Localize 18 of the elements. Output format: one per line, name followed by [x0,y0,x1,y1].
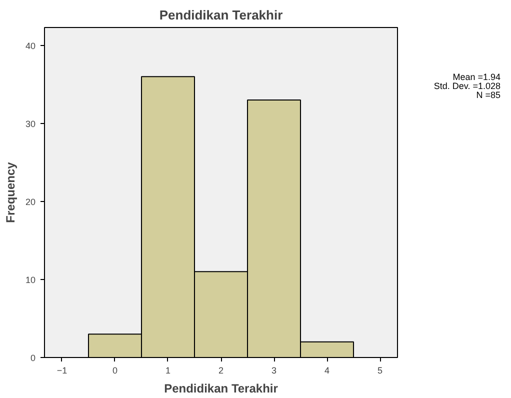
text: Std. Dev. =1.028 [434,80,501,91]
y-tick-label: 0 [30,353,36,363]
x-tick-label: 3 [272,366,277,376]
x-tick-label: 1 [165,366,171,376]
x-tick-label: −1 [56,366,68,376]
y-axis-title: Frequency [3,162,18,223]
x-tick-label: 0 [112,366,118,376]
x-axis-title: Pendidikan Terakhir [164,382,278,396]
x-tick-label: 2 [218,366,224,376]
y-tick-label: 30 [25,118,36,129]
y-tick-label: 40 [25,40,36,51]
text: Mean =1.94 [452,72,501,82]
x-tick-label: 5 [378,366,383,376]
y-tick-label: 20 [25,196,36,207]
y-tick-label: 10 [25,274,36,285]
chart-title: Pendidikan Terakhir [159,8,283,22]
text: N =85 [476,90,501,100]
x-tick-label: 4 [324,366,330,376]
